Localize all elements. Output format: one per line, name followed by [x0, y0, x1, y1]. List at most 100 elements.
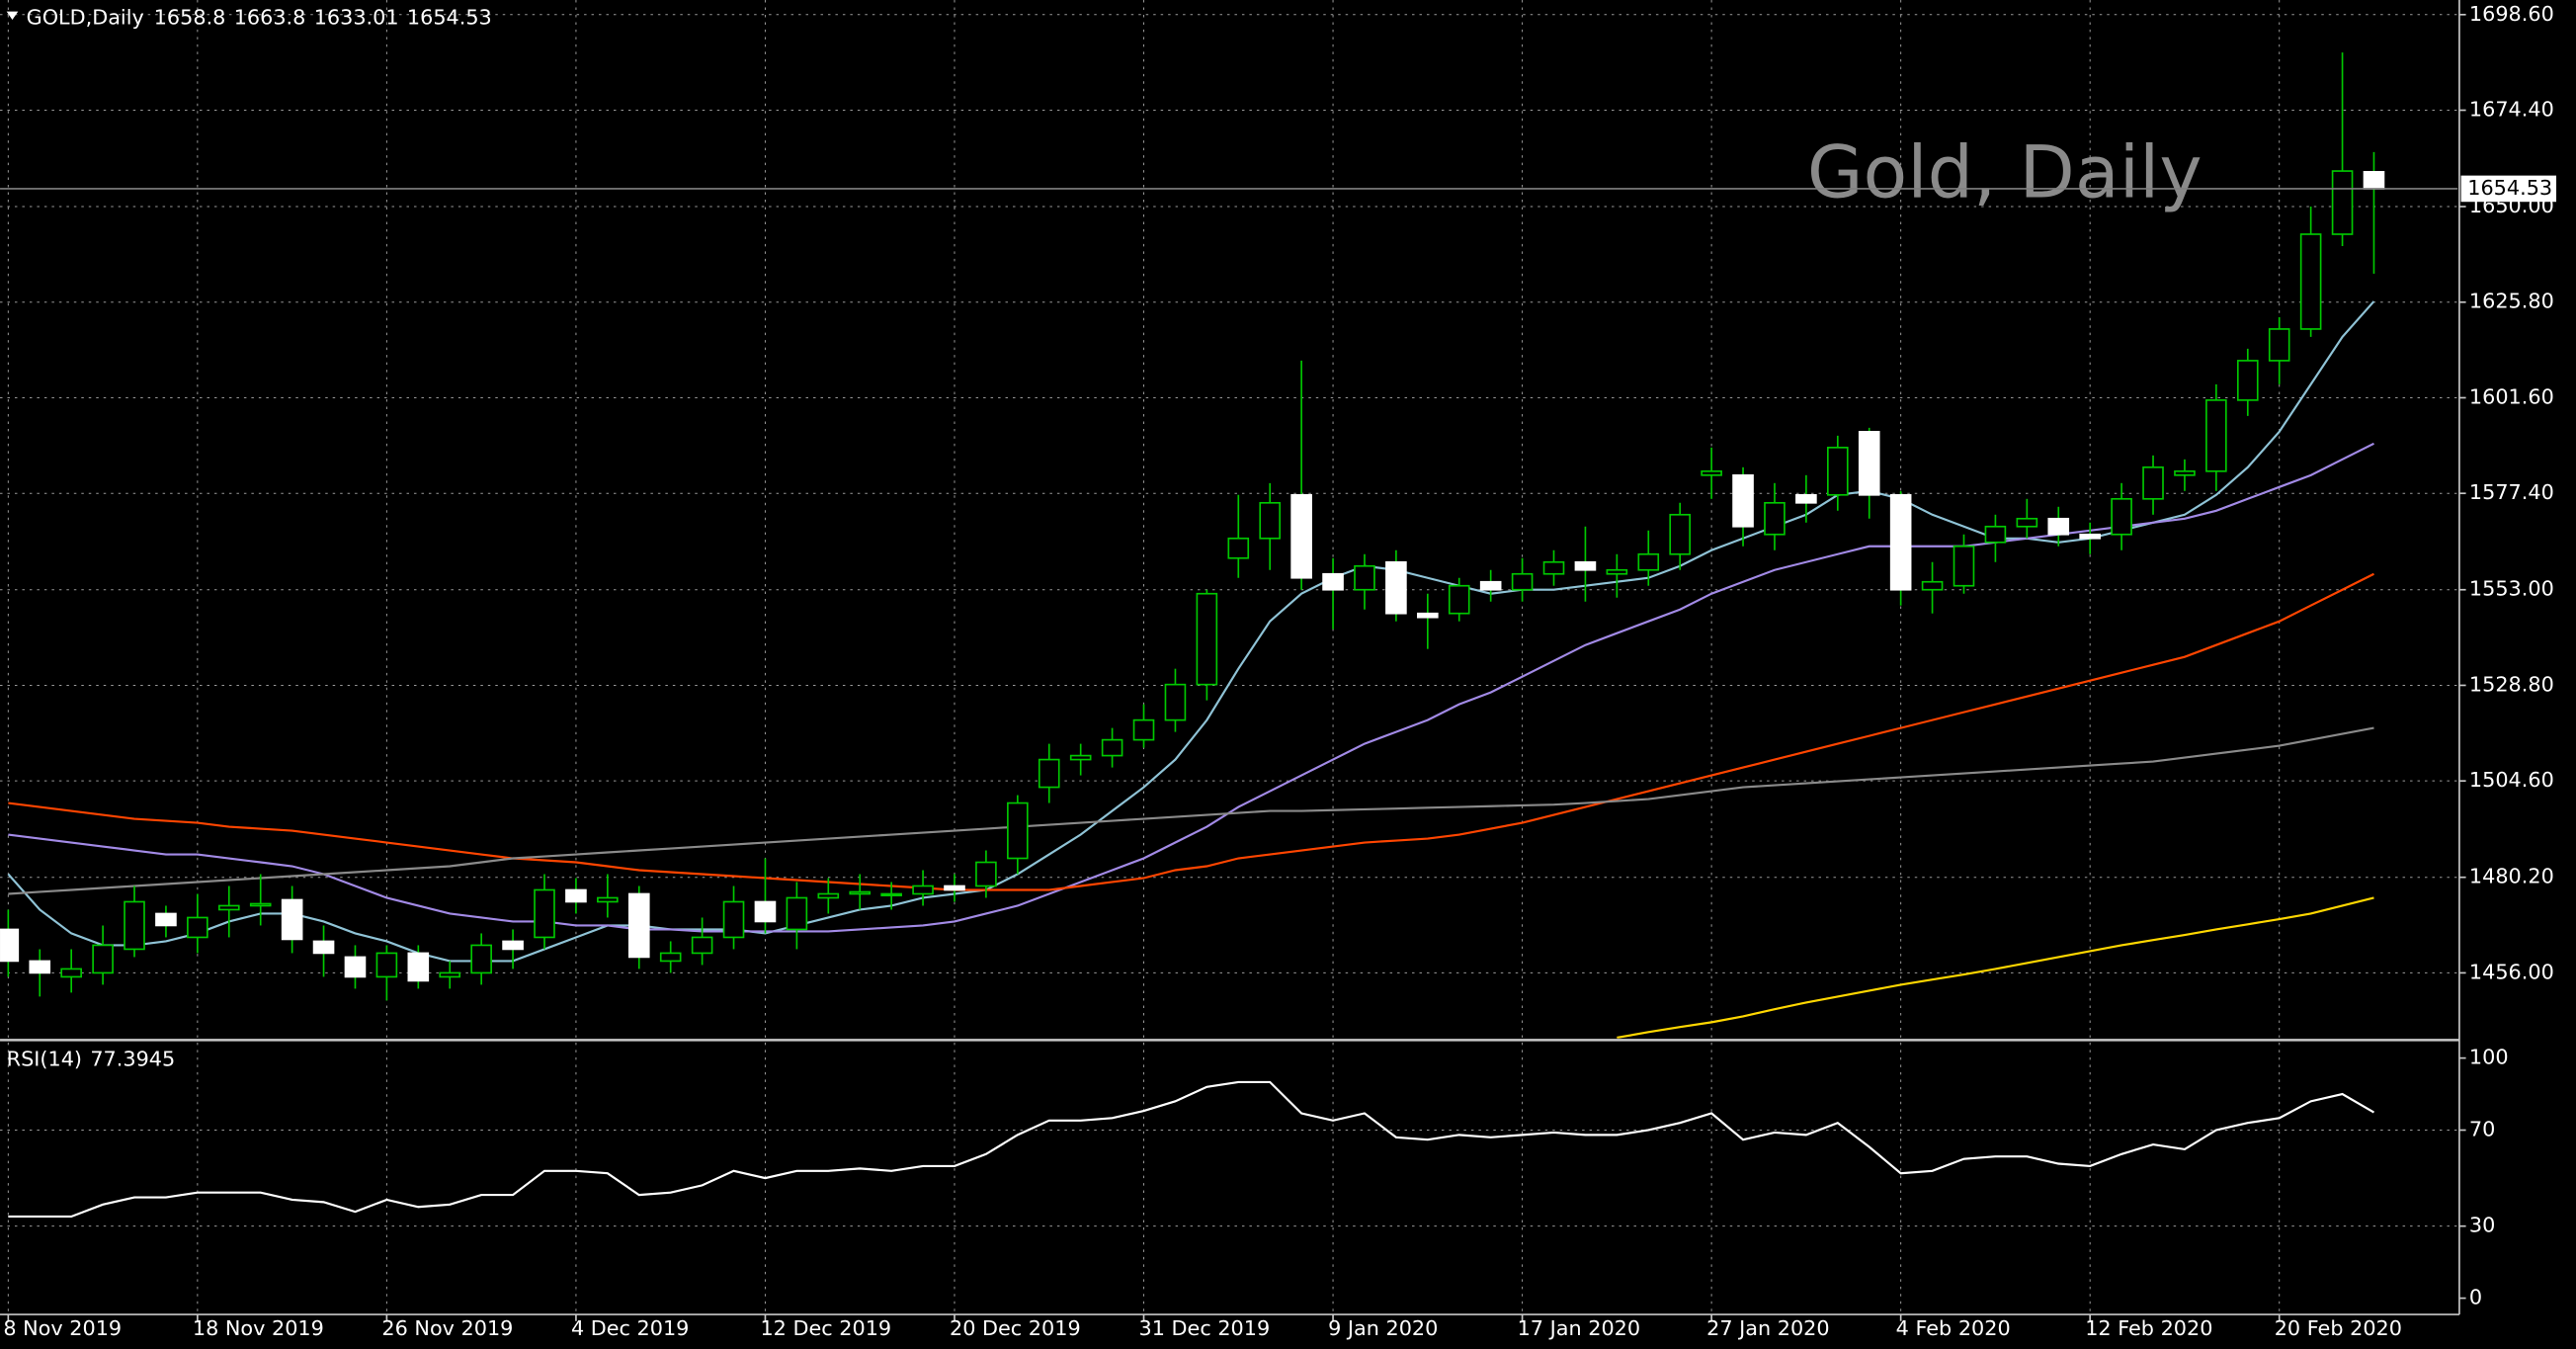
current-price-box: [2460, 175, 2557, 203]
watermark: Gold, Daily: [1807, 131, 2202, 215]
y-tick-label: 1577.40: [2469, 480, 2554, 504]
candle-body: [29, 960, 51, 974]
candle-body: [2268, 328, 2290, 362]
candle-body: [786, 896, 808, 931]
high: 1663.8: [234, 5, 306, 29]
candle-body: [1953, 545, 1975, 587]
candle-body: [0, 928, 20, 963]
close: 1654.53: [407, 5, 492, 29]
moving-average: [8, 726, 2374, 895]
candle-body: [754, 900, 777, 923]
rsi-header: RSI(14) 77.3945: [7, 1047, 176, 1070]
symbol: GOLD,Daily: [27, 5, 144, 29]
candle-body: [1132, 718, 1155, 741]
candle-body: [2047, 517, 2070, 536]
candle-body: [2236, 360, 2259, 401]
moving-average: [8, 572, 2374, 891]
candle-body: [60, 968, 82, 978]
candle-body: [92, 944, 114, 974]
candle-body: [1574, 560, 1597, 571]
candle-body: [407, 952, 430, 982]
candle-body: [2205, 399, 2227, 472]
candle-body: [1606, 568, 1628, 575]
y-tick-label: 1480.20: [2469, 865, 2554, 888]
y-tick-label: 1625.80: [2469, 290, 2554, 313]
candle-body: [1354, 564, 1375, 591]
candle-body: [1069, 754, 1092, 761]
rsi-title: RSI(14): [7, 1047, 82, 1070]
candle-body: [439, 971, 461, 978]
y-tick-label: 1456.00: [2469, 960, 2554, 983]
candle-body: [1701, 469, 1722, 476]
candle-body: [691, 936, 713, 955]
candle-body: [627, 892, 650, 959]
y-tick-label: 30: [2469, 1214, 2495, 1237]
candle-body: [1385, 560, 1407, 615]
candle-body: [2079, 533, 2101, 540]
candle-body: [281, 898, 303, 941]
candle-body: [217, 904, 240, 911]
x-tick-label: 4 Dec 2019: [571, 1316, 689, 1340]
x-tick-label: 27 Jan 2020: [1706, 1316, 1829, 1340]
candle-body: [1417, 612, 1439, 619]
candle-body: [1764, 501, 1786, 536]
candle-body: [1858, 431, 1880, 496]
rsi-value: 77.3945: [90, 1047, 175, 1070]
y-tick-label: 1504.60: [2469, 768, 2554, 792]
candle-body: [597, 896, 619, 903]
candle-body: [1795, 493, 1817, 504]
candle-body: [1511, 572, 1534, 591]
y-tick-label: 1528.80: [2469, 672, 2554, 696]
candle-body: [1227, 537, 1250, 559]
candle-body: [1007, 801, 1029, 860]
x-tick-label: 26 Nov 2019: [381, 1316, 513, 1340]
price-pane: [0, 52, 2458, 1039]
x-tick-label: 12 Feb 2020: [2085, 1316, 2212, 1340]
x-tick-label: 17 Jan 2020: [1518, 1316, 1640, 1340]
x-tick-label: 4 Feb 2020: [1896, 1316, 2011, 1340]
y-tick-label: 1601.60: [2469, 384, 2554, 408]
candle-body: [1101, 738, 1123, 757]
candle-body: [187, 916, 208, 939]
rsi-pane: [8, 1080, 2375, 1219]
candle-body: [944, 885, 965, 891]
candle-body: [2174, 469, 2196, 476]
candle-body: [975, 861, 997, 887]
y-tick-label: 0: [2469, 1286, 2482, 1309]
candle-body: [1669, 513, 1692, 555]
candle-body: [344, 956, 367, 978]
candle-body: [880, 892, 902, 896]
collapse-icon[interactable]: [6, 11, 19, 20]
candle-body: [124, 900, 145, 951]
x-tick-label: 12 Dec 2019: [760, 1316, 891, 1340]
candle-body: [1827, 447, 1849, 496]
candle-body: [1732, 473, 1754, 528]
y-tick-label: 1698.60: [2469, 2, 2554, 26]
candle-body: [1322, 572, 1344, 591]
moving-average: [1617, 896, 2374, 1039]
candle-body: [1889, 493, 1912, 591]
candle-body: [1448, 584, 1470, 615]
current-price-label: 1654.53: [2467, 176, 2552, 200]
candle-body: [1542, 560, 1565, 575]
candle-body: [1984, 525, 2007, 544]
low: 1633.01: [314, 5, 399, 29]
candle-body: [375, 952, 398, 978]
candle-body: [659, 952, 682, 963]
moving-average: [7, 300, 2375, 963]
candle-body: [1479, 580, 1502, 591]
candle-body: [722, 900, 745, 939]
candle-body: [1038, 758, 1060, 789]
y-tick-label: 1674.40: [2469, 98, 2554, 122]
candle-body: [502, 940, 524, 951]
candle-body: [2363, 171, 2385, 190]
x-tick-label: 31 Dec 2019: [1139, 1316, 1271, 1340]
candle-body: [2142, 465, 2164, 500]
open: 1658.8: [154, 5, 226, 29]
candle-body: [1290, 493, 1312, 579]
candle-body: [1921, 580, 1944, 591]
candle-body: [2111, 497, 2132, 536]
